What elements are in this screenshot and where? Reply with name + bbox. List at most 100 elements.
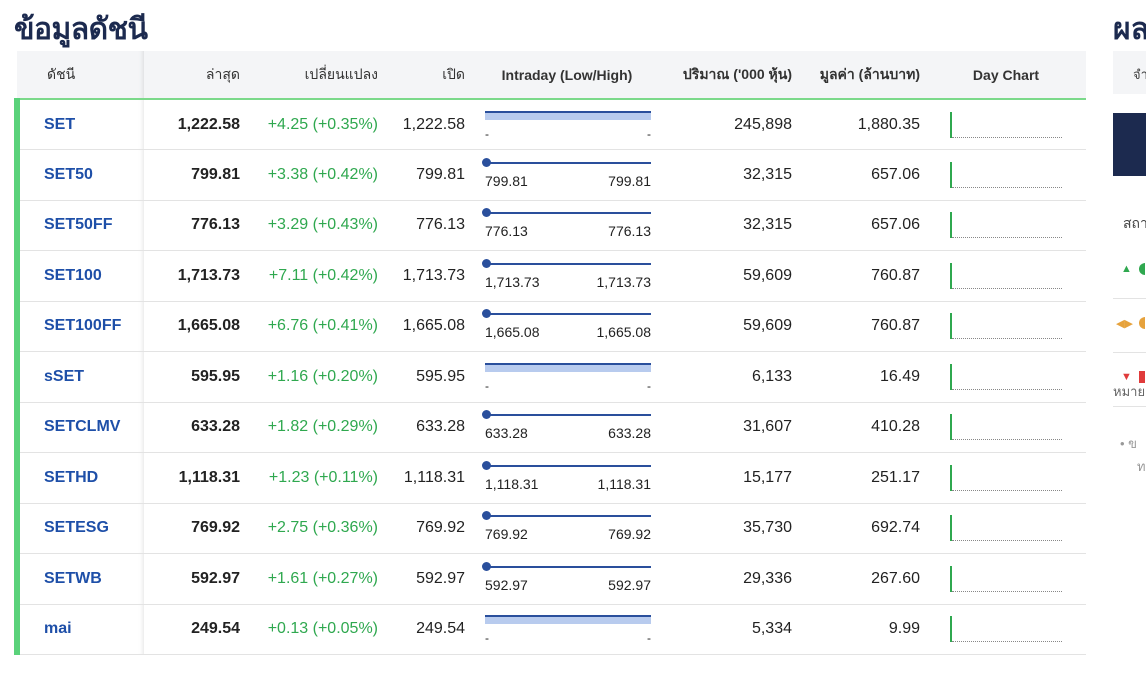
table-row[interactable]: SET100 1,713.73 +7.11 (+0.42%) 1,713.73 1,71… [14,250,1086,302]
day-chart-sparkline[interactable] [950,511,1062,545]
intraday-cell: 1,118.31 1,118.31 [471,452,663,504]
intraday-current-marker [482,208,491,218]
day-chart-sparkline[interactable] [950,562,1062,596]
col-header-open[interactable]: เปิด [384,51,471,100]
day-chart-baseline [952,237,1062,239]
table-row[interactable]: SETWB 592.97 +1.61 (+0.27%) 592.97 592.97 592… [14,553,1086,605]
table-row[interactable]: SET50FF 776.13 +3.29 (+0.43%) 776.13 776.13 7… [14,200,1086,251]
day-chart-sparkline[interactable] [950,108,1062,142]
index-link[interactable]: SET50FF [44,216,113,234]
day-chart-line [950,565,952,592]
last-cell: 592.97 [144,553,246,605]
intraday-low: - [485,378,489,393]
side-tab-bar[interactable]: จำ [1113,51,1146,94]
intraday-current-marker [482,410,491,420]
index-link[interactable]: SETHD [44,468,99,486]
index-name-cell: SET50 [14,149,144,201]
daychart-cell[interactable] [926,250,1086,302]
table-row[interactable]: SETHD 1,118.31 +1.23 (+0.11%) 1,118.31 1,118… [14,452,1086,504]
table-row[interactable]: SETCLMV 633.28 +1.82 (+0.29%) 633.28 633.28 6… [14,402,1086,453]
col-header-change[interactable]: เปลี่ยนแปลง [246,51,384,100]
daychart-cell[interactable] [926,604,1086,655]
day-chart-sparkline[interactable] [950,309,1062,343]
intraday-high: - [647,378,651,393]
intraday-range-bar: -- [485,609,651,649]
unchanged-arrows-icon: ◀▶ [1116,318,1133,330]
index-link[interactable]: SET50 [44,165,93,183]
intraday-high: 1,665.08 [596,324,652,341]
index-link[interactable]: sSET [44,367,85,385]
intraday-low: 769.92 [485,526,528,543]
day-chart-sparkline[interactable] [950,208,1062,242]
daychart-cell[interactable] [926,99,1086,150]
last-cell: 1,713.73 [144,250,246,302]
volume-cell: 32,315 [663,200,798,251]
daychart-cell[interactable] [926,402,1086,453]
daychart-cell[interactable] [926,301,1086,352]
intraday-range-bar: 1,665.08 1,665.08 [482,306,652,346]
day-chart-sparkline[interactable] [950,259,1062,293]
intraday-current-marker [482,157,491,167]
index-name-cell: SETWB [14,553,144,605]
intraday-range-bar: 769.92 769.92 [482,508,651,548]
intraday-cell: -- [471,351,663,403]
day-chart-baseline [952,439,1062,441]
index-link[interactable]: SETESG [44,519,109,537]
intraday-current-marker [482,561,491,571]
volume-cell: 15,177 [663,452,798,504]
day-chart-line [950,464,952,491]
value-cell: 9.99 [798,604,926,655]
index-link[interactable]: SET100 [44,266,102,284]
side-panel: จำ สถา ▲ ◀▶ ▼ หมาย • ข ท [1113,51,1146,491]
table-row[interactable]: SET 1,222.58 +4.25 (+0.35%) 1,222.58- -245,8… [14,99,1086,150]
index-link[interactable]: SET [44,115,76,133]
change-cell: +3.29 (+0.43%) [246,200,384,251]
day-chart-sparkline[interactable] [950,360,1062,394]
side-note-bullet: • ข [1120,436,1138,451]
col-header-value[interactable]: มูลค่า (ล้านบาท) [798,51,926,100]
intraday-low: 592.97 [485,576,528,593]
intraday-low: 633.28 [485,425,528,442]
day-chart-sparkline[interactable] [950,612,1062,646]
day-chart-sparkline[interactable] [950,461,1062,495]
index-name-cell: SET100 [14,250,144,302]
index-link[interactable]: SETWB [44,569,102,587]
index-link[interactable]: mai [44,620,72,638]
day-chart-baseline [952,287,1062,289]
col-header-volume[interactable]: ปริมาณ ('000 หุ้น) [663,51,798,100]
unchanged-marker-icon [1139,317,1145,329]
col-header-name[interactable]: ดัชนี [17,51,144,100]
intraday-cell: 776.13 776.13 [471,200,663,251]
daychart-cell[interactable] [926,351,1086,403]
table-row[interactable]: sSET 595.95 +1.16 (+0.20%) 595.95- -6,133 16.… [14,351,1086,403]
daychart-cell[interactable] [926,452,1086,504]
value-cell: 1,880.35 [798,99,926,150]
day-chart-line [950,212,952,239]
daychart-cell[interactable] [926,149,1086,201]
daychart-cell[interactable] [926,200,1086,251]
intraday-high: 769.92 [608,526,651,543]
day-chart-sparkline[interactable] [950,410,1062,444]
daychart-cell[interactable] [926,503,1086,554]
intraday-range-line [485,464,651,467]
index-link[interactable]: SET100FF [44,317,122,335]
intraday-high: 1,713.73 [596,273,652,290]
col-header-last[interactable]: ล่าสุด [144,51,246,100]
table-row[interactable]: SET100FF 1,665.08 +6.76 (+0.41%) 1,665.08 1,… [14,301,1086,352]
intraday-range-fill [485,362,651,372]
up-marker-icon [1139,263,1145,275]
table-row[interactable]: SET50 799.81 +3.38 (+0.42%) 799.81 799.81 799… [14,149,1086,201]
day-chart-line [950,111,952,138]
table-row[interactable]: mai 249.54 +0.13 (+0.05%) 249.54- -5,334 9.99 [14,604,1086,655]
table-row[interactable]: SETESG 769.92 +2.75 (+0.36%) 769.92 769.92 76… [14,503,1086,554]
day-chart-line [950,414,952,441]
side-tab-label: จำ [1133,67,1146,82]
intraday-range-bar: 633.28 633.28 [482,407,651,447]
intraday-low: 776.13 [485,223,528,240]
daychart-cell[interactable] [926,553,1086,605]
day-chart-sparkline[interactable] [950,158,1062,192]
index-link[interactable]: SETCLMV [44,418,121,436]
col-header-intraday[interactable]: Intraday (Low/High) [471,51,663,100]
change-cell: +2.75 (+0.36%) [246,503,384,554]
open-cell: 799.81 [384,149,471,201]
